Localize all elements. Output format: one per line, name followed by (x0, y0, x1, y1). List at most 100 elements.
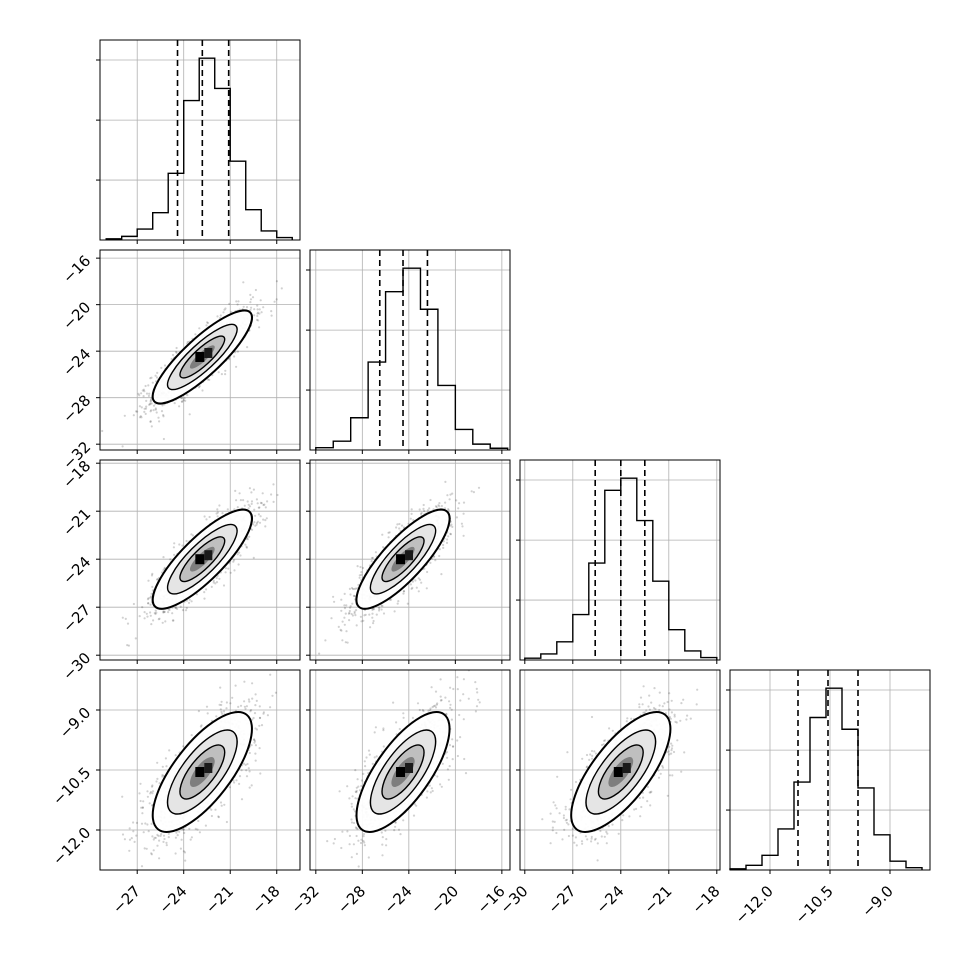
scatter-point (205, 518, 208, 521)
scatter-point (219, 314, 222, 317)
scatter-point (151, 790, 155, 793)
scatter-point (233, 569, 236, 572)
scatter-point (144, 407, 148, 410)
scatter-point (174, 836, 177, 839)
scatter-point (263, 503, 266, 506)
scatter-point (423, 509, 426, 513)
scatter-point (458, 502, 461, 505)
scatter-point (446, 538, 449, 541)
scatter-point (154, 408, 157, 411)
scatter-point (372, 622, 375, 625)
histogram-step (729, 687, 923, 870)
scatter-point (143, 617, 146, 620)
scatter-point (121, 445, 124, 448)
scatter-point (370, 560, 373, 563)
histogram-panel (306, 249, 511, 454)
scatter-point (239, 499, 242, 502)
scatter-point (186, 340, 189, 344)
scatter-point (150, 402, 153, 405)
scatter-point (204, 824, 207, 827)
scatter-point (260, 502, 263, 505)
scatter-point (447, 509, 450, 512)
scatter-point (156, 371, 159, 374)
scatter-point (318, 652, 321, 655)
scatter-point (442, 546, 445, 550)
scatter-point (158, 782, 161, 785)
scatter-point (239, 554, 242, 557)
scatter-point (437, 504, 440, 507)
scatter-point (154, 836, 157, 840)
scatter-point (222, 311, 225, 314)
scatter-point (428, 507, 431, 510)
scatter-point (409, 517, 412, 520)
scatter-point (157, 416, 160, 419)
scatter-point (170, 357, 173, 361)
scatter-panel (96, 459, 301, 664)
density-core (204, 347, 213, 358)
scatter-point (221, 511, 224, 515)
scatter-point (438, 502, 441, 505)
scatter-point (176, 607, 179, 611)
scatter-point (173, 542, 176, 545)
scatter-point (224, 571, 227, 574)
scatter-point (242, 762, 245, 765)
scatter-point (152, 409, 155, 412)
scatter-point (442, 540, 445, 543)
scatter-point (123, 838, 126, 841)
scatter-point (220, 373, 223, 376)
scatter-point (251, 697, 254, 700)
scatter-point (354, 587, 357, 590)
scatter-point (242, 305, 245, 308)
scatter-point (377, 606, 381, 609)
scatter-point (188, 413, 191, 416)
scatter-point (270, 493, 273, 496)
scatter-point (346, 641, 349, 644)
scatter-point (240, 798, 244, 801)
scatter-point (149, 410, 152, 413)
scatter-point (183, 397, 186, 400)
scatter-point (247, 767, 250, 770)
scatter-point (220, 700, 223, 703)
scatter-point (356, 565, 359, 568)
scatter-point (251, 296, 255, 299)
scatter-point (146, 795, 149, 798)
scatter-point (245, 306, 249, 309)
scatter-point (163, 566, 166, 570)
scatter-point (162, 437, 165, 441)
scatter-point (161, 765, 164, 768)
scatter-point (249, 298, 253, 301)
scatter-point (256, 312, 259, 315)
scatter-point (411, 580, 414, 583)
scatter-point (198, 831, 201, 834)
scatter-point (396, 523, 399, 526)
scatter-point (371, 556, 375, 559)
scatter-point (162, 556, 165, 559)
scatter-point (258, 326, 261, 329)
scatter-point (198, 385, 201, 388)
scatter-point (409, 583, 412, 586)
scatter-point (245, 545, 248, 548)
scatter-point (168, 608, 171, 612)
scatter-point (333, 600, 336, 603)
scatter-point (233, 355, 236, 358)
scatter-point (176, 834, 179, 837)
scatter-point (146, 615, 149, 618)
scatter-point (359, 615, 362, 618)
scatter-point (252, 523, 255, 526)
scatter-point (229, 702, 232, 705)
scatter-panel (96, 669, 301, 874)
scatter-point (222, 584, 226, 587)
scatter-point (150, 409, 153, 412)
scatter-point (215, 581, 219, 584)
scatter-point (371, 608, 374, 612)
scatter-point (258, 521, 262, 524)
scatter-point (169, 558, 172, 561)
scatter-point (444, 480, 447, 483)
scatter-point (434, 559, 437, 562)
scatter-point (178, 543, 181, 546)
scatter-point (150, 398, 153, 401)
scatter-point (246, 500, 249, 503)
scatter-point (343, 616, 346, 619)
scatter-point (174, 606, 177, 610)
